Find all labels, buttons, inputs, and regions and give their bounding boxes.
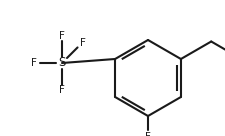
Text: F: F: [31, 58, 37, 68]
Text: F: F: [144, 132, 150, 136]
Text: F: F: [59, 31, 65, 41]
Text: F: F: [79, 38, 85, 48]
Text: F: F: [59, 85, 65, 95]
Text: S: S: [58, 56, 65, 69]
